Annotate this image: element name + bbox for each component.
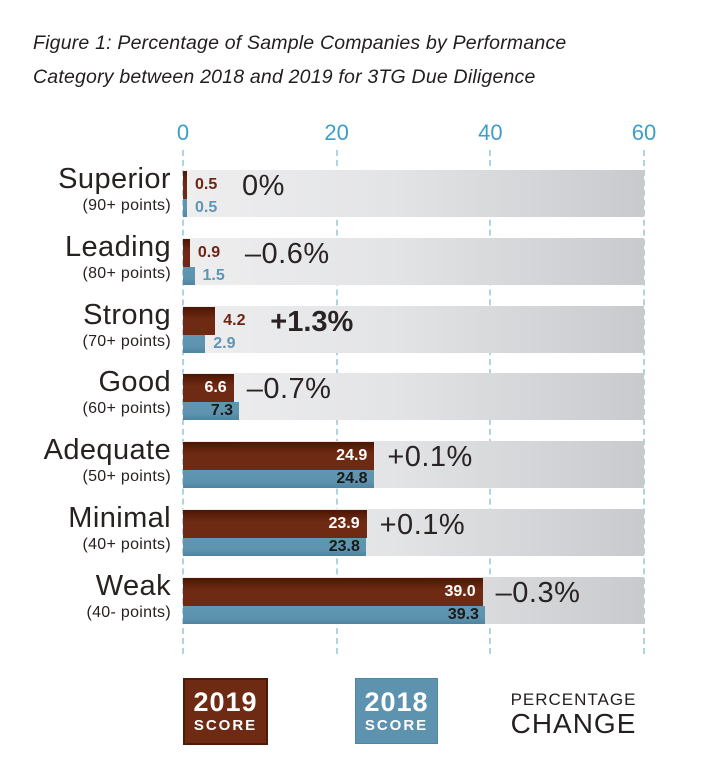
percentage-change-label: 0%	[242, 170, 285, 202]
category-label-block: Adequate (50+ points)	[44, 435, 171, 486]
percentage-change-label: –0.3%	[495, 577, 581, 609]
value-2018: 24.8	[336, 470, 368, 487]
legend-2019-score: 2019 SCORE	[183, 678, 268, 745]
bar-2019	[183, 239, 190, 267]
category-points-label: (40+ points)	[82, 536, 171, 553]
percentage-change-label: +0.1%	[387, 441, 473, 473]
bar-2018	[183, 402, 240, 420]
percentage-change-label: +0.1%	[379, 509, 466, 541]
legend-percentage-label: PERCENTAGE	[510, 690, 637, 709]
category-label: Good	[98, 366, 171, 398]
legend-2018-year: 2018	[364, 686, 429, 717]
bar-2019	[183, 510, 367, 538]
legend-2018-score: 2018 SCORE	[355, 678, 438, 744]
category-label-block: Leading (80+ points)	[65, 232, 171, 283]
category-label-block: Good (60+ points)	[82, 367, 171, 418]
bar-2019	[183, 578, 483, 606]
bar-2018	[183, 538, 366, 556]
value-2018: 2.9	[213, 335, 236, 352]
value-2018: 7.3	[210, 402, 234, 419]
bar-2019	[183, 374, 234, 402]
legend-2019-year: 2019	[193, 687, 258, 717]
category-label: Leading	[64, 231, 171, 263]
percentage-change-label: –0.6%	[244, 238, 330, 270]
row-background-band	[183, 306, 644, 353]
x-axis-tick-label: 20	[324, 120, 349, 145]
legend-2018-score-label: SCORE	[364, 716, 429, 734]
value-2018: 0.5	[195, 199, 218, 216]
x-axis-tick-label: 0	[176, 120, 190, 145]
category-label-block: Minimal (40+ points)	[68, 503, 171, 554]
row-background-band	[183, 170, 644, 217]
bar-2018	[183, 606, 485, 624]
category-points-label: (60+ points)	[82, 400, 171, 417]
category-label: Weak	[95, 570, 171, 602]
value-2019: 0.9	[197, 244, 221, 261]
category-label-block: Weak (40- points)	[86, 571, 171, 622]
category-points-label: (40- points)	[86, 604, 171, 621]
row-background-band	[183, 373, 644, 420]
x-axis-tick-label: 60	[631, 120, 657, 145]
percentage-change-label: –0.7%	[246, 373, 332, 405]
category-points-label: (80+ points)	[82, 265, 171, 282]
bar-2019	[183, 171, 187, 199]
percentage-change-label: +1.3%	[270, 306, 354, 338]
category-points-label: (50+ points)	[82, 468, 171, 485]
value-2019: 24.9	[336, 447, 368, 464]
legend-percentage-change: PERCENTAGE CHANGE	[491, 691, 656, 738]
value-2019: 4.2	[223, 312, 246, 329]
bar-2019	[183, 307, 216, 335]
category-label-block: Superior (90+ points)	[58, 164, 171, 215]
category-label: Superior	[58, 163, 171, 195]
category-label: Adequate	[43, 434, 171, 466]
bar-2018	[183, 470, 374, 488]
value-2019: 23.9	[328, 515, 360, 532]
bar-2018	[183, 335, 206, 353]
bar-2019	[183, 442, 375, 470]
value-2019: 6.6	[204, 379, 227, 396]
legend-change-label: CHANGE	[510, 708, 637, 739]
legend-2019-score-label: SCORE	[193, 717, 258, 734]
category-points-label: (90+ points)	[82, 197, 171, 214]
bar-2018	[183, 199, 187, 217]
value-2018: 39.3	[447, 606, 479, 623]
value-2018: 23.8	[328, 538, 360, 555]
value-2018: 1.5	[202, 267, 225, 284]
category-label-block: Strong (70+ points)	[82, 300, 171, 351]
value-2019: 39.0	[444, 583, 476, 600]
x-axis-tick-label: 40	[478, 120, 503, 145]
category-points-label: (70+ points)	[82, 333, 171, 350]
category-label: Minimal	[68, 502, 171, 534]
category-label: Strong	[83, 299, 171, 331]
bar-2018	[183, 267, 195, 285]
row-background-band	[183, 238, 644, 285]
figure-title: Figure 1: Percentage of Sample Companies…	[33, 32, 567, 88]
value-2019: 0.5	[195, 176, 218, 193]
